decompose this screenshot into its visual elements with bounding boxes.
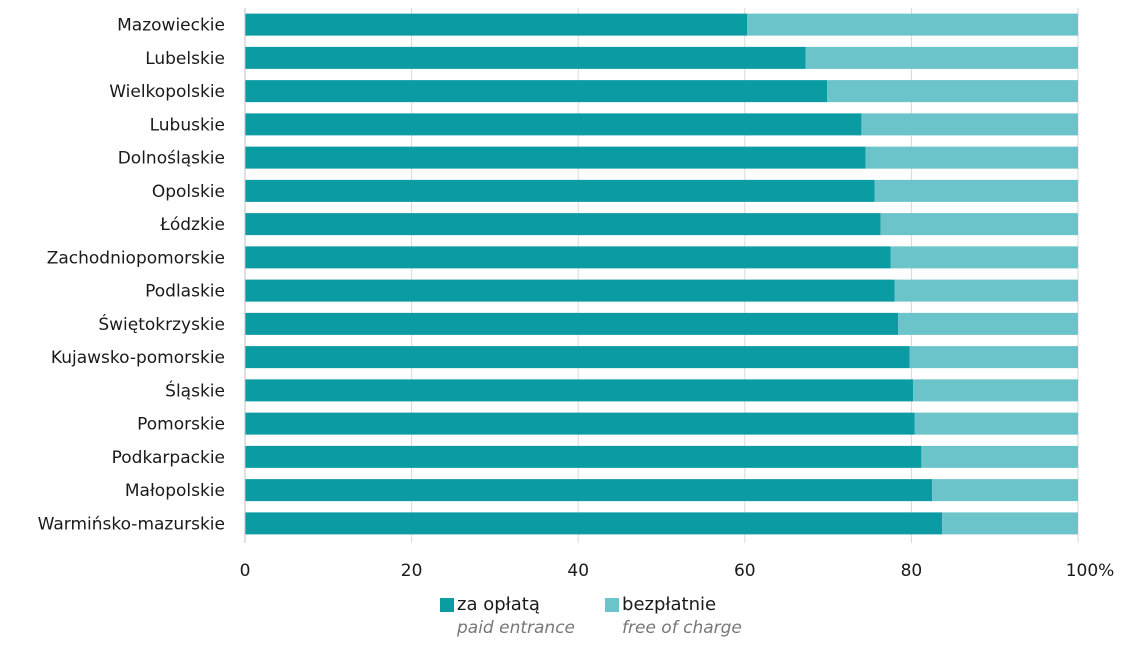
bar-paid (245, 46, 806, 69)
bar-paid (245, 312, 899, 335)
category-label: Kujawsko-pomorskie (51, 348, 225, 368)
bar-free (942, 512, 1078, 535)
bar-paid (245, 146, 866, 169)
bar-free (921, 445, 1078, 468)
bar-paid (245, 479, 933, 502)
x-tick-label: 60 (734, 561, 756, 581)
category-label: Łódzkie (159, 215, 225, 235)
bar-paid (245, 13, 748, 36)
bar-paid (245, 213, 881, 236)
category-label: Lubuskie (150, 115, 225, 135)
category-label: Śląskie (165, 379, 225, 401)
bar-paid (245, 512, 943, 535)
bar-paid (245, 412, 915, 435)
x-tick-label: 100% (1066, 561, 1115, 581)
bar-free (827, 80, 1078, 103)
x-tick-label: 80 (901, 561, 923, 581)
bar-free (909, 346, 1078, 369)
legend-label-paid: za opłatą (457, 594, 540, 615)
bar-free (865, 146, 1078, 169)
bar-free (747, 13, 1078, 36)
category-label: Opolskie (152, 182, 225, 202)
bar-paid (245, 279, 895, 302)
bar-paid (245, 113, 862, 136)
bar-free (880, 213, 1078, 236)
bar-free (914, 412, 1078, 435)
bar-free (898, 312, 1078, 335)
bar-paid (245, 179, 875, 202)
legend-item-free: bezpłatnie free of charge (605, 594, 742, 640)
legend-swatch-paid (440, 598, 454, 612)
bar-free (861, 113, 1078, 136)
legend-swatch-free (605, 598, 620, 612)
bar-paid (245, 346, 910, 369)
bar-free (913, 379, 1078, 402)
category-label: Wielkopolskie (109, 82, 225, 102)
bar-free (890, 246, 1078, 269)
legend-label-free-en: free of charge (622, 618, 742, 638)
legend: za opłatą paid entrance bezpłatnie free … (440, 594, 742, 640)
legend-label-free: bezpłatnie (622, 594, 717, 615)
bar-free (874, 179, 1078, 202)
category-label: Pomorskie (137, 415, 225, 435)
category-label: Lubelskie (145, 49, 225, 69)
category-label: Podlaskie (145, 282, 225, 302)
bar-paid (245, 80, 828, 103)
category-label: Warmińsko-mazurskie (38, 514, 225, 534)
category-label: Małopolskie (125, 481, 225, 501)
category-label: Dolnośląskie (118, 149, 225, 169)
bar-free (894, 279, 1078, 302)
bar-paid (245, 445, 922, 468)
category-label: Świętokrzyskie (98, 313, 225, 335)
category-label: Podkarpackie (112, 448, 225, 468)
x-tick-label: 20 (401, 561, 423, 581)
legend-item-paid: za opłatą paid entrance (440, 594, 575, 640)
bar-free (805, 46, 1078, 69)
bar-paid (245, 246, 891, 269)
bar-free (932, 479, 1078, 502)
category-label: Mazowieckie (117, 16, 225, 36)
x-tick-label: 0 (240, 561, 251, 581)
category-label: Zachodniopomorskie (47, 248, 225, 268)
legend-label-paid-en: paid entrance (457, 618, 576, 638)
x-tick-label: 40 (567, 561, 589, 581)
bar-paid (245, 379, 914, 402)
